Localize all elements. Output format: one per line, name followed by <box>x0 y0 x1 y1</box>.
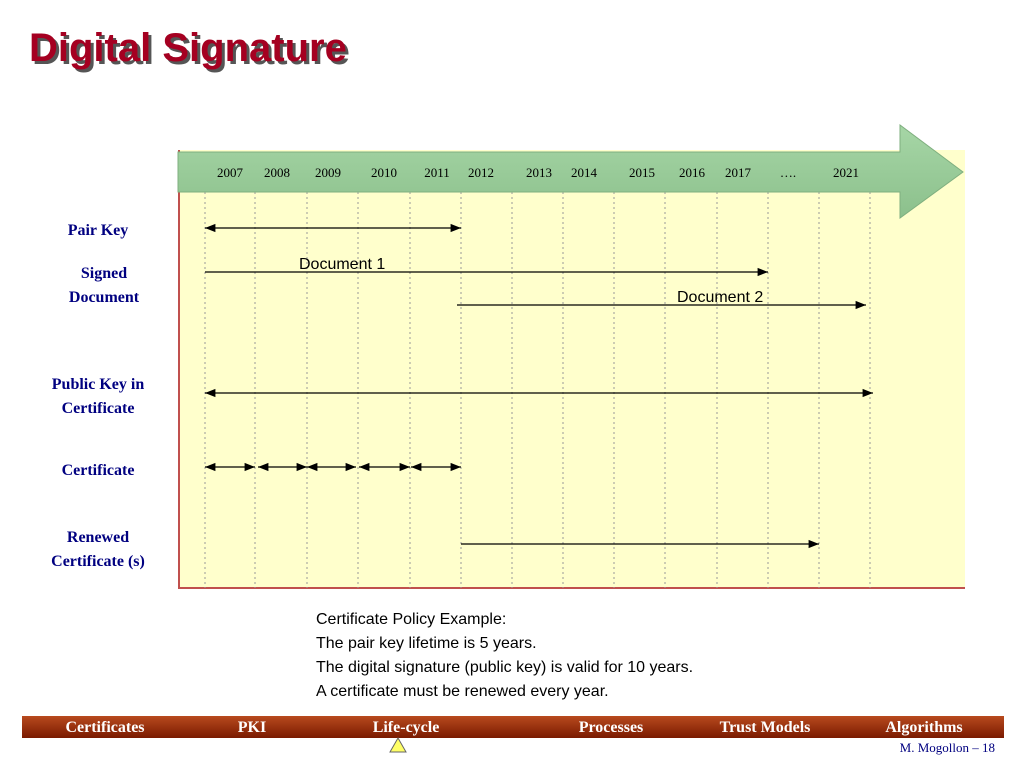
policy-line: A certificate must be renewed every year… <box>316 683 609 700</box>
year-label: 2008 <box>264 165 290 180</box>
nav-item[interactable]: Algorithms <box>885 719 962 736</box>
row-label: Document <box>69 289 140 306</box>
grid <box>204 192 871 588</box>
nav-item[interactable]: Trust Models <box>720 719 811 736</box>
nav-item[interactable]: Processes <box>579 719 644 736</box>
row-label: Signed <box>81 265 127 282</box>
policy-line: The pair key lifetime is 5 years. <box>316 635 537 652</box>
year-label: 2015 <box>629 165 655 180</box>
timeline-arrow <box>177 124 964 219</box>
nav-bar <box>22 716 1004 738</box>
year-label: 2011 <box>424 165 450 180</box>
year-label: 2010 <box>371 165 397 180</box>
row-label: Certificate (s) <box>51 553 145 570</box>
years: 2007 2008 2009 2010 2011 2012 2013 2014 2015 2016… <box>217 165 859 180</box>
row-label: Pair Key <box>68 222 129 239</box>
policy: Certificate Policy Example: The pair key … <box>316 611 693 700</box>
timeline-panel <box>178 150 965 588</box>
year-label: 2013 <box>526 165 552 180</box>
footer: M. Mogollon – 18 <box>900 740 995 755</box>
title: Digital Signature <box>29 26 347 70</box>
row-label: Certificate <box>62 462 135 479</box>
document-label: Document 2 <box>677 289 763 306</box>
year-label: 2021 <box>833 165 859 180</box>
row-label: Certificate <box>62 400 135 417</box>
title-shadow: Digital Signature <box>32 29 350 73</box>
document-label: Document 1 <box>299 256 385 273</box>
year-label: 2016 <box>679 165 706 180</box>
nav-item[interactable]: Certificates <box>65 719 144 736</box>
row-label: Public Key in <box>52 376 145 393</box>
row-label: Renewed <box>67 529 129 546</box>
year-label: 2009 <box>315 165 341 180</box>
policy-line: Certificate Policy Example: <box>316 611 506 628</box>
policy-line: The digital signature (public key) is va… <box>316 659 693 676</box>
nav: Certificates PKI Life-cycle Processes Trust … <box>65 719 962 736</box>
year-label: …. <box>780 165 796 180</box>
nav-item[interactable]: Life-cycle <box>373 719 440 736</box>
year-label: 2012 <box>468 165 494 180</box>
year-label: 2007 <box>217 165 244 180</box>
year-label: 2017 <box>725 165 752 180</box>
year-label: 2014 <box>571 165 598 180</box>
home-button[interactable] <box>389 736 407 753</box>
nav-item[interactable]: PKI <box>238 719 266 736</box>
